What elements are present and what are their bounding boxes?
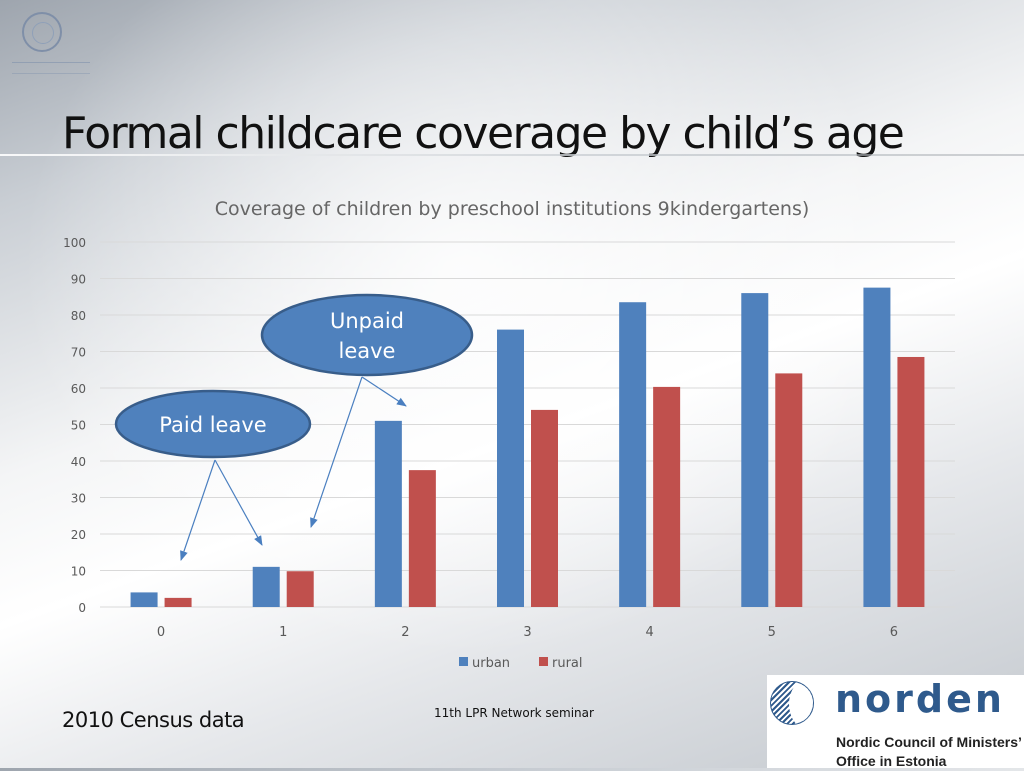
y-tick-label: 0 <box>78 601 86 615</box>
x-tick-label: 3 <box>523 625 531 640</box>
y-tick-label: 40 <box>71 455 86 469</box>
bar-urban-age-3 <box>497 329 524 607</box>
x-tick-label: 0 <box>157 625 165 640</box>
legend-label-urban: urban <box>472 656 510 671</box>
logo-subtitle-line2: Office in Estonia <box>836 753 947 769</box>
bar-rural-age-0 <box>164 597 192 607</box>
callout-ellipse-paid-leave <box>114 389 312 459</box>
chart-title: Coverage of children by preschool instit… <box>215 198 810 220</box>
callout-ellipse-unpaid-leave <box>260 293 474 377</box>
bar-urban-age-4 <box>619 302 647 607</box>
y-tick-label: 70 <box>71 346 86 360</box>
swan-logo-icon <box>770 681 814 725</box>
bar-rural-age-3 <box>531 409 558 607</box>
y-tick-label: 60 <box>71 382 86 396</box>
callout-arrow <box>310 376 363 528</box>
bar-rural-age-2 <box>408 470 436 607</box>
norden-logo: norden Nordic Council of Ministers’ Offi… <box>767 675 1024 771</box>
y-tick-label: 10 <box>71 565 86 579</box>
callout-label: Paid leave <box>159 413 266 437</box>
logo-subtitle-line1: Nordic Council of Ministers’ <box>836 734 1022 750</box>
university-seal-caption <box>12 62 90 74</box>
university-seal-logo <box>22 12 62 52</box>
logo-wordmark: norden <box>835 677 1005 721</box>
bar-rural-age-1 <box>286 571 314 607</box>
y-tick-label: 30 <box>71 492 86 506</box>
callout-label: Unpaid <box>330 309 404 333</box>
callout-arrow <box>361 376 407 407</box>
callout-arrow <box>214 459 263 546</box>
y-tick-label: 100 <box>63 236 86 250</box>
bar-urban-age-6 <box>863 287 891 607</box>
legend-swatch-urban <box>459 657 468 666</box>
x-tick-label: 5 <box>768 625 776 640</box>
bar-urban-age-0 <box>130 592 158 607</box>
y-tick-label: 20 <box>71 528 86 542</box>
bar-rural-age-4 <box>653 386 681 607</box>
bar-rural-age-5 <box>775 373 803 607</box>
legend-swatch-rural <box>539 657 548 666</box>
x-tick-label: 1 <box>279 625 287 640</box>
bar-urban-age-5 <box>741 293 769 607</box>
bar-urban-age-1 <box>252 566 280 607</box>
footer-source: 2010 Census data <box>62 708 245 732</box>
footer-event: 11th LPR Network seminar <box>434 706 594 720</box>
x-tick-label: 4 <box>646 625 654 640</box>
x-tick-label: 6 <box>890 625 898 640</box>
bar-urban-age-2 <box>374 420 402 607</box>
legend-label-rural: rural <box>552 656 583 671</box>
y-tick-label: 80 <box>71 309 86 323</box>
y-tick-label: 90 <box>71 273 86 287</box>
title-divider <box>0 154 1024 156</box>
slide-title: Formal childcare coverage by child’s age <box>62 108 905 159</box>
callout-arrow <box>180 459 216 561</box>
x-tick-label: 2 <box>401 625 409 640</box>
y-tick-label: 50 <box>71 419 86 433</box>
logo-subtitle: Nordic Council of Ministers’ Office in E… <box>836 733 1022 771</box>
bar-rural-age-6 <box>897 356 925 607</box>
callout-label: leave <box>339 339 396 363</box>
